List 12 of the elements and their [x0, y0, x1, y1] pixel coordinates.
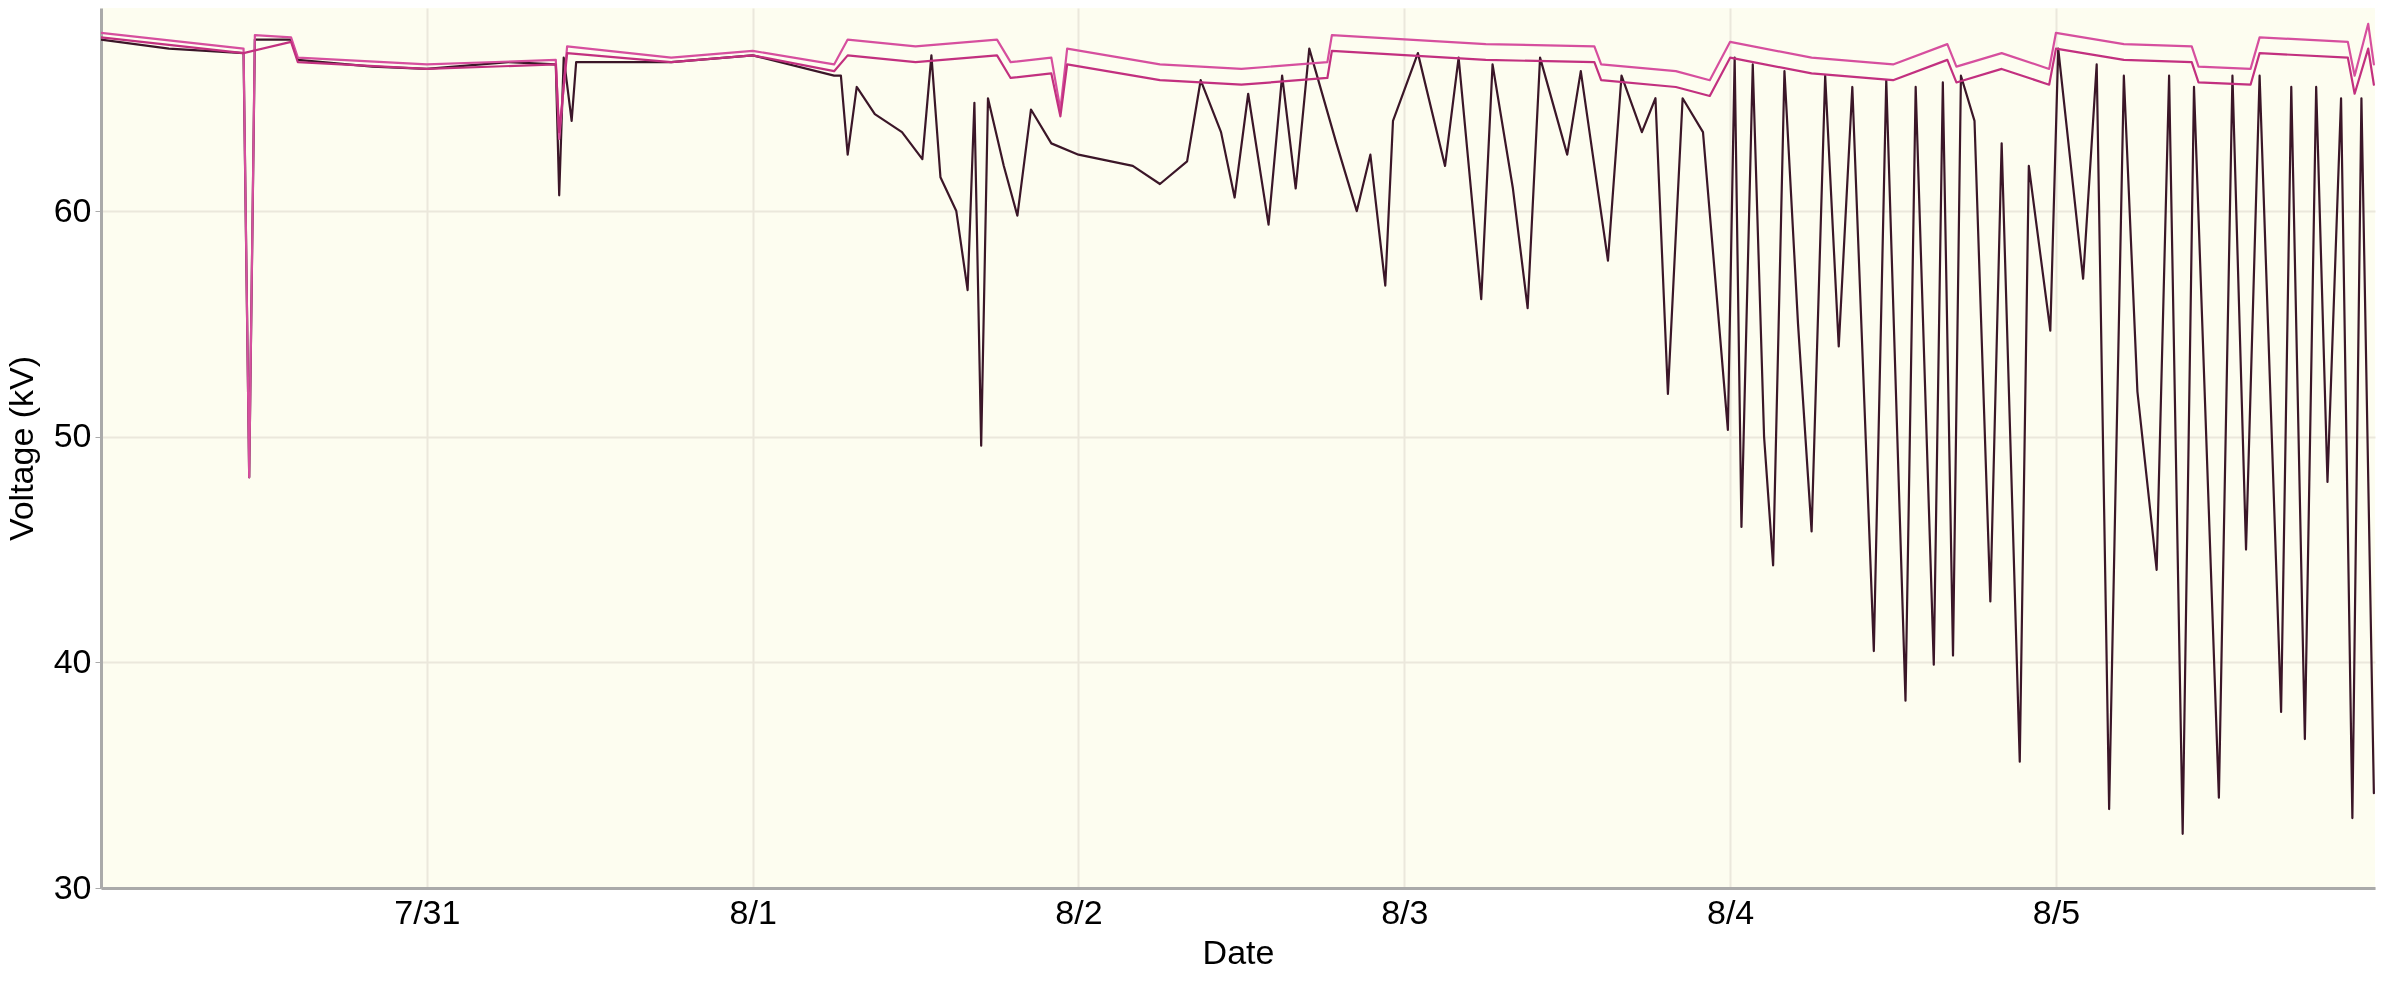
x-tick-label: 8/5 [2032, 892, 2081, 931]
x-axis-title: Date [1202, 932, 1275, 971]
x-tick-label: 8/4 [1707, 892, 1755, 931]
y-tick-label: 50 [53, 416, 92, 455]
x-tick-label: 8/2 [1055, 892, 1103, 931]
y-axis-title: Voltage (kV) [1, 355, 40, 542]
y-tick-label: 40 [53, 641, 92, 680]
x-tick-label: 7/31 [394, 892, 461, 931]
x-tick-label: 8/1 [729, 892, 777, 931]
y-tick-label: 30 [53, 867, 92, 906]
y-tick-label: 60 [53, 190, 92, 229]
x-tick-label: 8/3 [1381, 892, 1429, 931]
